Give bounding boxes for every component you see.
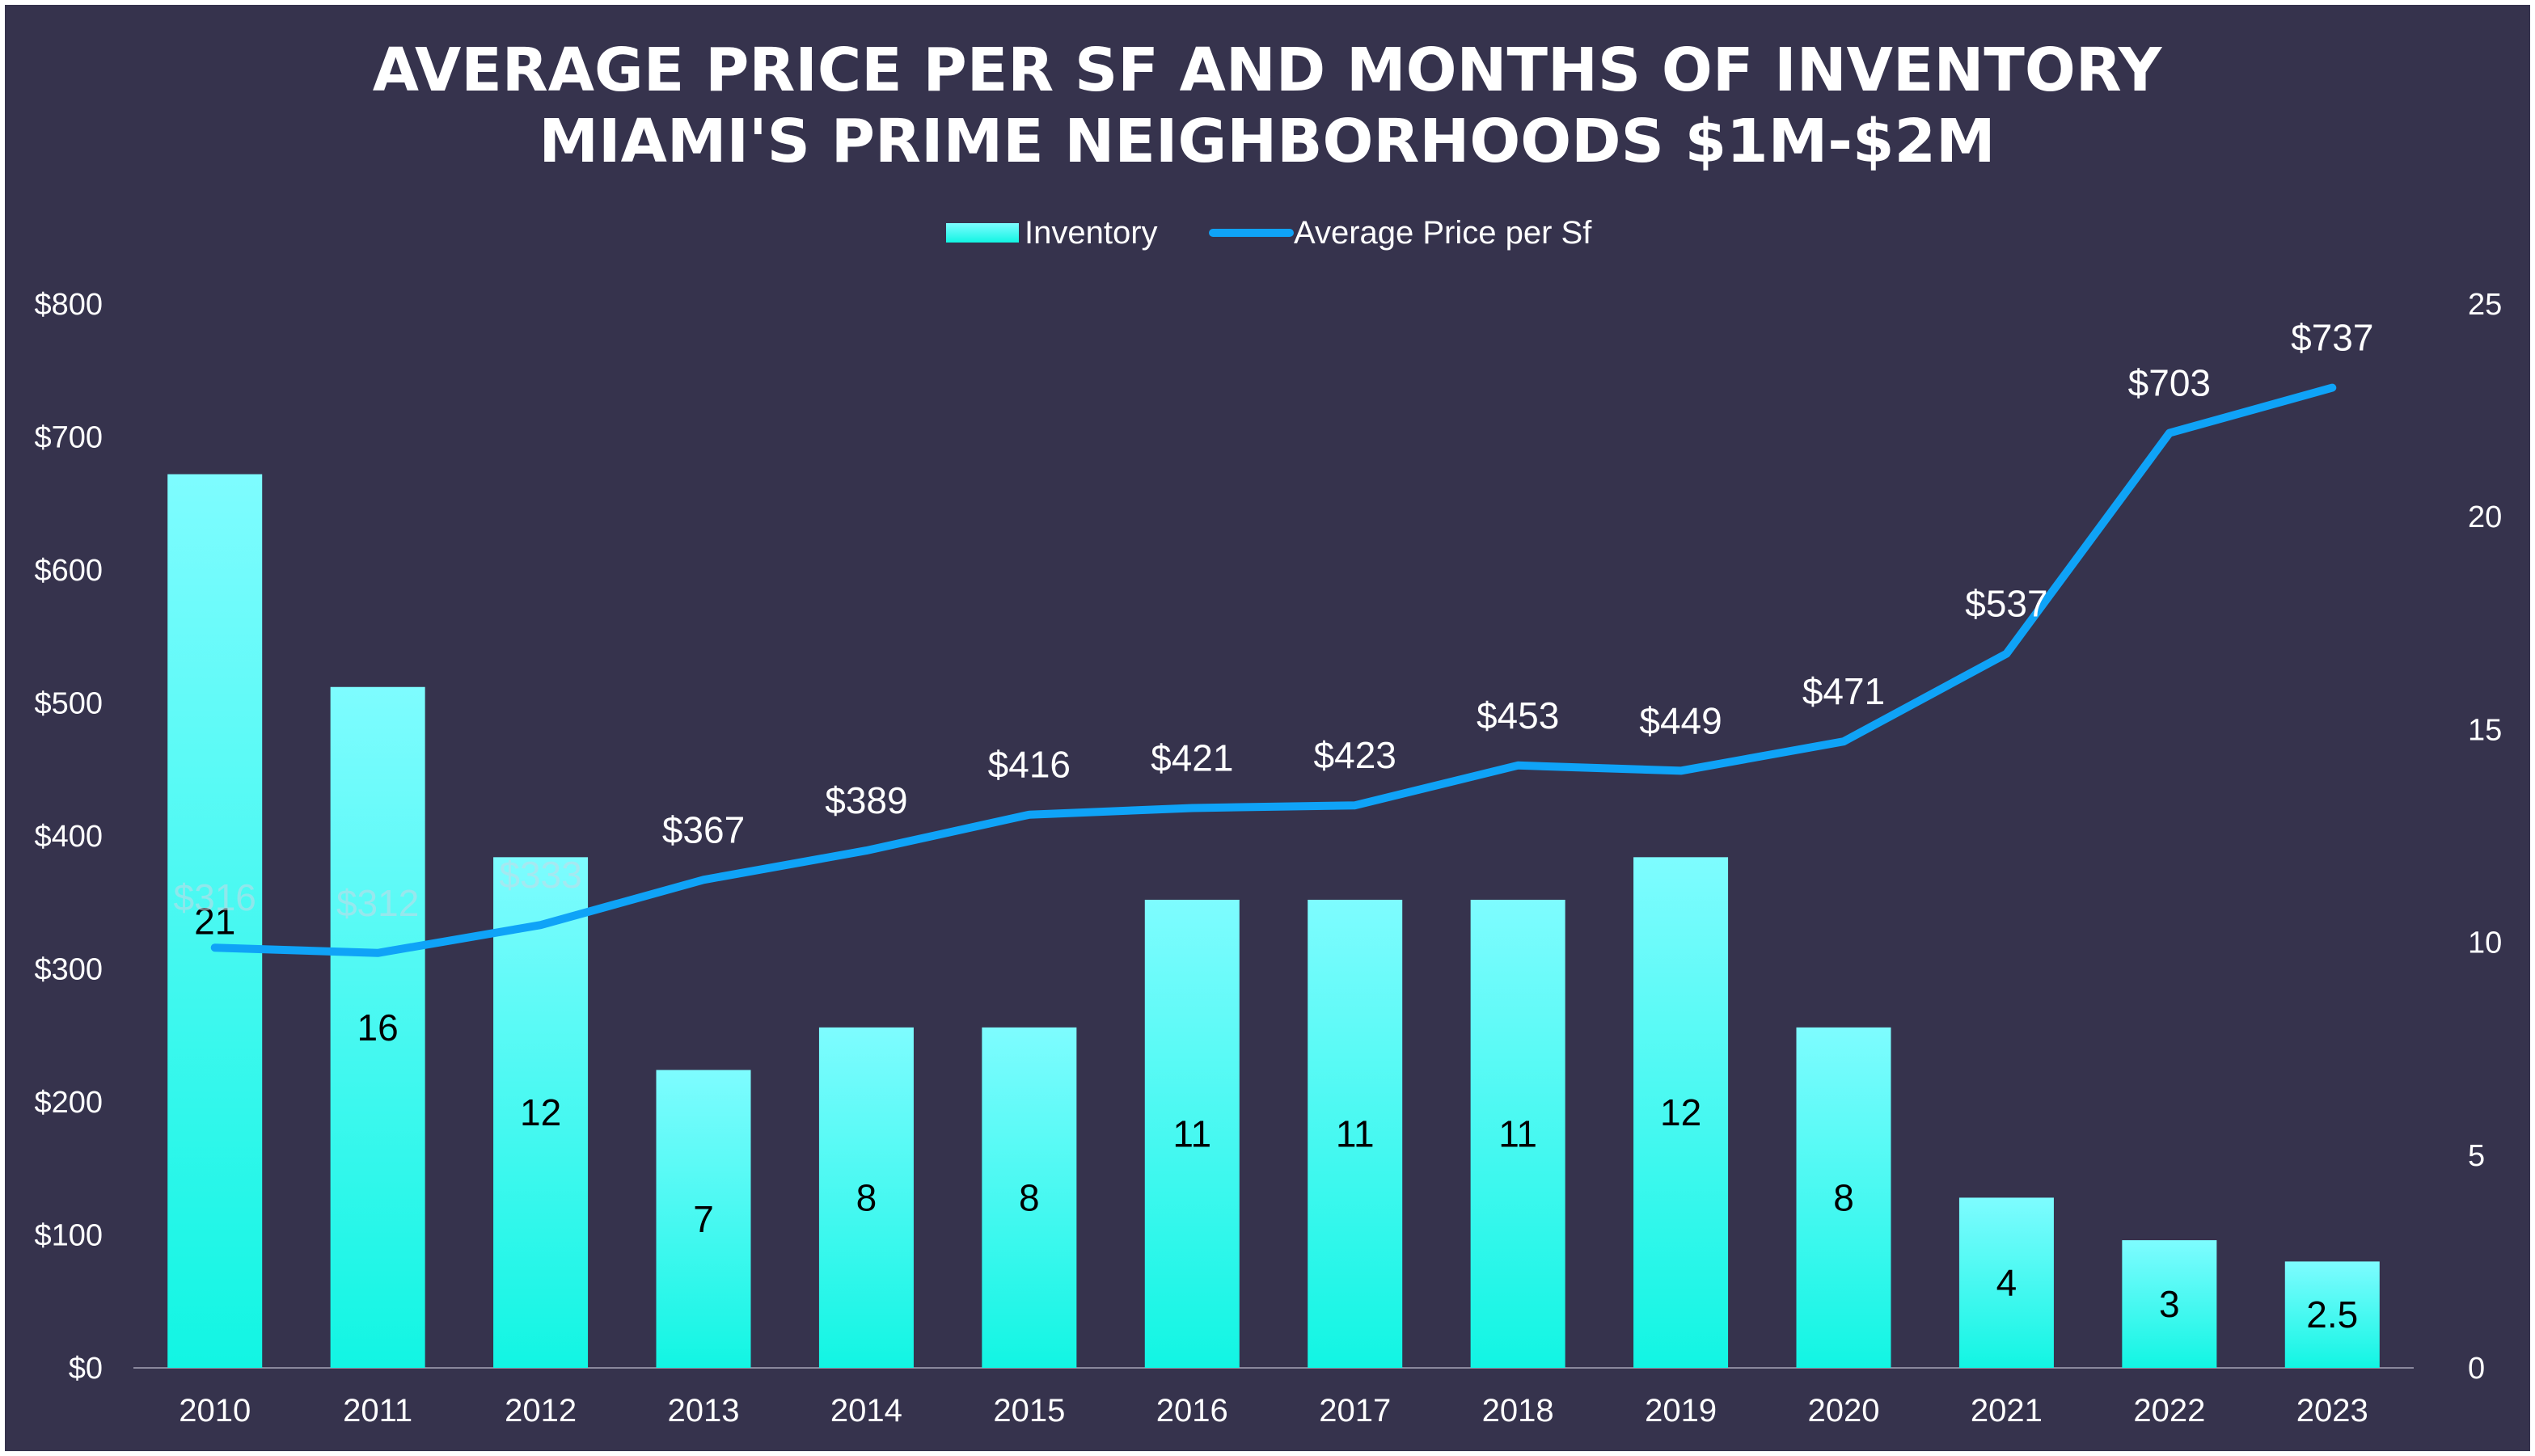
inventory-bar <box>493 857 589 1368</box>
inventory-bar <box>330 686 425 1368</box>
price-label: $367 <box>662 808 745 850</box>
price-label: $416 <box>988 744 1071 786</box>
x-tick-label: 2022 <box>2133 1393 2205 1429</box>
price-label: $537 <box>1965 583 2047 625</box>
legend-label-inventory: Inventory <box>1025 215 1158 251</box>
x-tick-label: 2020 <box>1808 1393 1880 1429</box>
price-label: $703 <box>2128 362 2211 404</box>
price-label: $421 <box>1151 736 1233 779</box>
inventory-bar-label: 8 <box>856 1176 877 1218</box>
x-tick-label: 2021 <box>1971 1393 2043 1429</box>
inventory-bar-label: 11 <box>1336 1112 1375 1154</box>
price-label: $449 <box>1639 699 1722 741</box>
inventory-bar-label: 16 <box>357 1007 399 1049</box>
price-label: $316 <box>174 876 256 918</box>
inventory-bar-label: 11 <box>1172 1112 1211 1154</box>
y-left-tick-label: $700 <box>34 421 103 455</box>
y-left-tick-label: $400 <box>34 820 103 854</box>
x-tick-label: 2015 <box>993 1393 1065 1429</box>
inventory-bar <box>2122 1240 2217 1368</box>
inventory-bar <box>1796 1027 1891 1368</box>
x-tick-label: 2012 <box>505 1393 577 1429</box>
y-left-tick-label: $300 <box>34 953 103 987</box>
x-tick-label: 2010 <box>179 1393 251 1429</box>
y-left-tick-label: $200 <box>34 1086 103 1120</box>
chart-title-line-1: AVERAGE PRICE PER SF AND MONTHS OF INVEN… <box>373 36 2163 105</box>
inventory-bar-label: 7 <box>693 1198 714 1240</box>
price-label: $312 <box>336 882 419 924</box>
y-left-tick-label: $100 <box>34 1219 103 1253</box>
inventory-bar <box>1633 857 1729 1368</box>
price-label: $389 <box>825 779 907 821</box>
price-label: $453 <box>1477 694 1559 736</box>
x-tick-label: 2014 <box>830 1393 902 1429</box>
x-axis-ticks: 2010 2011 2012 2013 2014 2015 2016 2017 2018 2019… <box>179 1393 2368 1429</box>
inventory-bar <box>1308 899 1403 1368</box>
inventory-bar <box>1470 899 1565 1368</box>
inventory-bar <box>1958 1197 2054 1368</box>
inventory-bar-label: 8 <box>1019 1176 1040 1218</box>
inventory-bar-label: 8 <box>1833 1176 1854 1218</box>
x-tick-label: 2016 <box>1156 1393 1228 1429</box>
x-tick-label: 2018 <box>1482 1393 1554 1429</box>
y-left-tick-label: $0 <box>69 1352 103 1386</box>
y-left-tick-label: $600 <box>34 554 103 588</box>
inventory-bar <box>1144 899 1240 1368</box>
y-right-tick-label: 5 <box>2468 1139 2485 1173</box>
y-left-tick-label: $500 <box>34 687 103 721</box>
x-tick-label: 2017 <box>1319 1393 1391 1429</box>
inventory-bars <box>167 474 2380 1368</box>
x-tick-label: 2019 <box>1645 1393 1717 1429</box>
y-right-tick-label: 10 <box>2468 926 2502 960</box>
inventory-bar-label: 21 <box>194 900 235 942</box>
legend: Inventory Average Price per Sf <box>946 215 1592 251</box>
inventory-bar <box>2284 1261 2380 1368</box>
inventory-bar <box>982 1027 1077 1368</box>
y-left-tick-label: $800 <box>34 288 103 322</box>
inventory-bar-label: 11 <box>1498 1112 1537 1154</box>
price-label: $423 <box>1314 734 1396 776</box>
chart-title-line-2: MIAMI'S PRIME NEIGHBORHOODS $1M-$2M <box>539 107 1995 176</box>
inventory-bar <box>167 474 263 1368</box>
inventory-bar-labels: 21 16 12 7 8 8 11 11 11 12 8 4 3 2.5 <box>194 900 2358 1336</box>
y-right-tick-label: 15 <box>2468 713 2502 747</box>
inventory-bar <box>818 1027 914 1368</box>
inventory-bar-label: 12 <box>1660 1091 1701 1133</box>
price-label: $737 <box>2291 317 2373 359</box>
x-tick-label: 2011 <box>343 1393 412 1429</box>
price-label: $333 <box>499 854 581 896</box>
y-right-tick-label: 0 <box>2468 1352 2485 1386</box>
x-tick-label: 2023 <box>2296 1393 2368 1429</box>
inventory-bar-label: 3 <box>2159 1283 2180 1325</box>
price-line <box>210 383 2337 957</box>
legend-swatch-inventory <box>946 223 1019 243</box>
y-axis-left: $0 $100 $200 $300 $400 $500 $600 $700 $800 <box>34 288 103 1386</box>
x-tick-label: 2013 <box>668 1393 740 1429</box>
inventory-bar <box>656 1070 751 1368</box>
price-label: $471 <box>1802 670 1885 712</box>
inventory-bar-label: 12 <box>520 1091 561 1133</box>
inventory-bar-label: 4 <box>1996 1262 2017 1304</box>
y-axis-right: 0 5 10 15 20 25 <box>2468 288 2502 1386</box>
price-labels: $316 $312 $333 $367 $389 $416 $421 $423 $453 $449… <box>174 317 2374 924</box>
inventory-bar-label: 2.5 <box>2306 1294 2358 1336</box>
legend-label-price: Average Price per Sf <box>1294 215 1592 251</box>
y-right-tick-label: 20 <box>2468 500 2502 534</box>
y-right-tick-label: 25 <box>2468 288 2502 322</box>
